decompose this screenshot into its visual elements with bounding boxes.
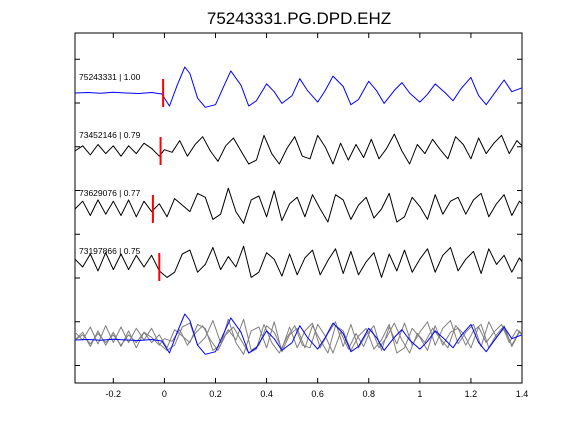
x-tick-label: 0	[162, 389, 167, 399]
trace-line	[74, 187, 523, 224]
x-tick-label: 1.2	[465, 389, 478, 399]
x-tick-label: 0.8	[362, 389, 375, 399]
trace-stack: 75243331 | 1.00 73452146 | 0.79 73629076 |…	[74, 66, 523, 281]
trace-label: 73452146 | 0.79	[79, 130, 141, 140]
stacked-overlay	[74, 313, 523, 355]
chart-title: 75243331.PG.DPD.EHZ	[207, 9, 391, 28]
trace-line	[74, 66, 523, 108]
x-tick-label: 0.6	[311, 389, 324, 399]
trace-label: 73197866 | 0.75	[79, 246, 141, 256]
x-axis: -0.2 0 0.2 0.4 0.6 0.8 1 1.2 1.4	[106, 33, 529, 399]
overlay-trace-line	[74, 313, 523, 355]
plot-frame	[74, 32, 523, 384]
overlay-trace-line	[74, 318, 523, 355]
y-tick-marks	[75, 58, 522, 366]
x-tick-label: -0.2	[106, 389, 122, 399]
trace-label: 73629076 | 0.77	[79, 188, 141, 198]
x-tick-label: 0.4	[260, 389, 273, 399]
x-tick-label: 0.2	[209, 389, 222, 399]
x-tick-label: 1.4	[516, 389, 529, 399]
overlay-trace-line	[74, 318, 523, 351]
trace-line	[74, 133, 523, 165]
trace-label: 75243331 | 1.00	[79, 72, 141, 82]
x-tick-label: 1	[417, 389, 422, 399]
trace-line	[74, 245, 523, 278]
